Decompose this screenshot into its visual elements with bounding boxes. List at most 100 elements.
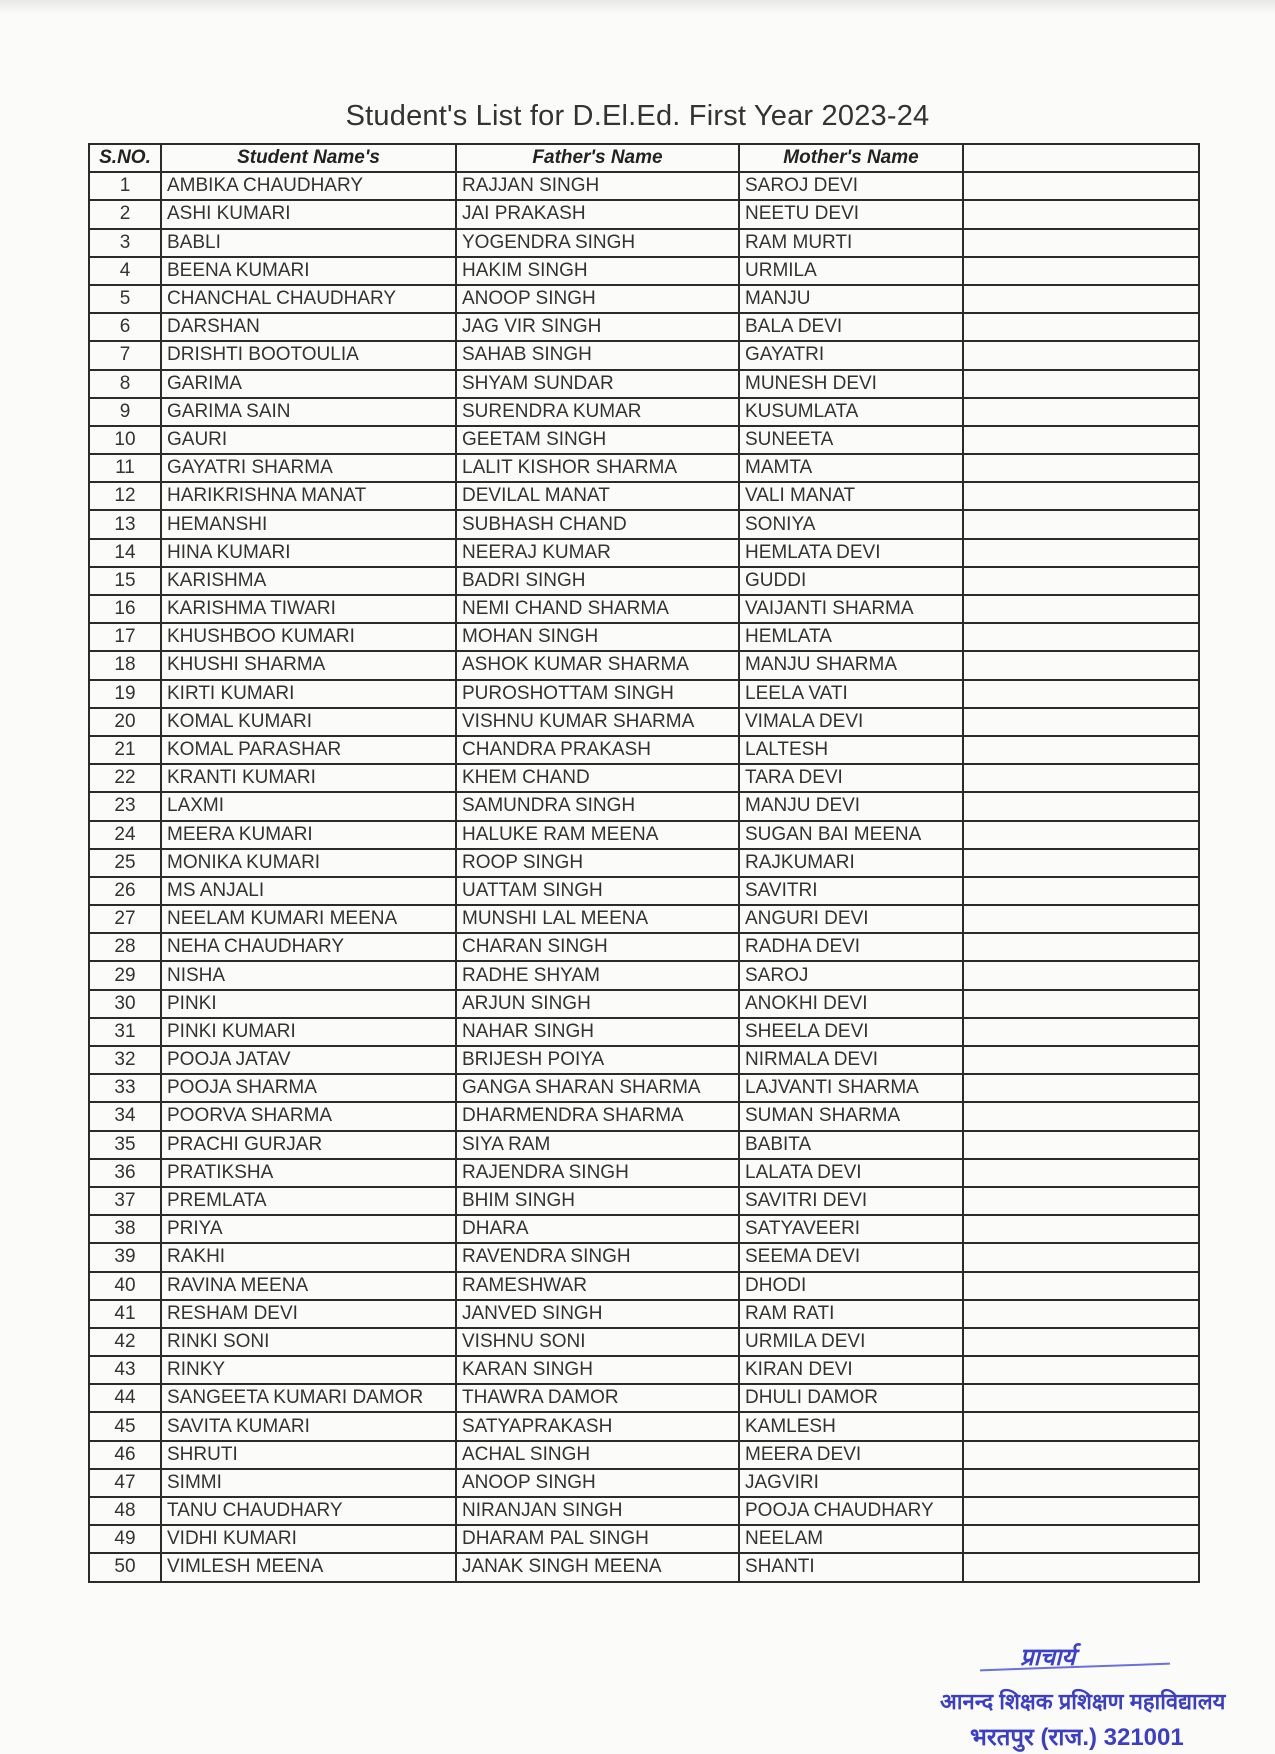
cell-father-name: LALIT KISHOR SHARMA bbox=[455, 453, 740, 484]
cell-father-name: GANGA SHARAN SHARMA bbox=[455, 1073, 740, 1104]
cell-father-name: BADRI SINGH bbox=[455, 565, 740, 597]
cell-sno: 26 bbox=[88, 875, 162, 907]
cell-sno: 16 bbox=[88, 593, 162, 625]
cell-student-name: VIMLESH MEENA bbox=[160, 1552, 457, 1583]
cell-student-name: RINKY bbox=[160, 1355, 457, 1386]
table-row: 17 KHUSHBOO KUMARI MOHAN SINGH HEMLATA bbox=[88, 622, 1200, 653]
cell-student-name: PRIYA bbox=[160, 1214, 457, 1245]
cell-father-name: CHANDRA PRAKASH bbox=[455, 734, 740, 766]
cell-student-name: AMBIKA CHAUDHARY bbox=[160, 171, 457, 202]
cell-sno: 17 bbox=[88, 622, 162, 653]
table-row: 7 DRISHTI BOOTOULIA SAHAB SINGH GAYATRI bbox=[88, 340, 1200, 371]
cell-student-name: RINKI SONI bbox=[160, 1326, 457, 1358]
cell-student-name: SHRUTI bbox=[160, 1439, 457, 1470]
table-row: 27 NEELAM KUMARI MEENA MUNSHI LAL MEENA ANG… bbox=[88, 904, 1200, 935]
cell-student-name: PINKI KUMARI bbox=[160, 1016, 457, 1048]
cell-mother-name: LALATA DEVI bbox=[738, 1157, 964, 1188]
table-header-row: S.NO. Student Name's Father's Name Mothe… bbox=[88, 142, 1200, 174]
cell-blank bbox=[962, 1242, 1200, 1273]
cell-father-name: SHYAM SUNDAR bbox=[455, 368, 740, 399]
cell-blank bbox=[962, 1185, 1200, 1217]
cell-blank bbox=[962, 396, 1200, 427]
cell-blank bbox=[962, 875, 1200, 907]
cell-sno: 48 bbox=[88, 1495, 162, 1527]
table-row: 33 POOJA SHARMA GANGA SHARAN SHARMA LAJVANT… bbox=[88, 1073, 1200, 1104]
cell-blank bbox=[962, 988, 1200, 1019]
cell-blank bbox=[962, 904, 1200, 935]
cell-father-name: JANVED SINGH bbox=[455, 1298, 740, 1329]
cell-father-name: UATTAM SINGH bbox=[455, 875, 740, 907]
cell-blank bbox=[962, 847, 1200, 878]
cell-blank bbox=[962, 1552, 1200, 1583]
cell-father-name: DEVILAL MANAT bbox=[455, 481, 740, 512]
cell-mother-name: SEEMA DEVI bbox=[738, 1242, 964, 1273]
cell-sno: 2 bbox=[88, 199, 162, 230]
cell-mother-name: RAM RATI bbox=[738, 1298, 964, 1329]
cell-father-name: ASHOK KUMAR SHARMA bbox=[455, 650, 740, 681]
cell-mother-name: SHANTI bbox=[738, 1552, 964, 1583]
cell-blank bbox=[962, 537, 1200, 568]
table-row: 15 KARISHMA BADRI SINGH GUDDI bbox=[88, 565, 1200, 597]
cell-student-name: KOMAL PARASHAR bbox=[160, 734, 457, 766]
cell-father-name: ANOOP SINGH bbox=[455, 283, 740, 315]
cell-blank bbox=[962, 1467, 1200, 1499]
cell-student-name: SAVITA KUMARI bbox=[160, 1411, 457, 1442]
table-row: 10 GAURI GEETAM SINGH SUNEETA bbox=[88, 424, 1200, 456]
cell-father-name: JAI PRAKASH bbox=[455, 199, 740, 230]
cell-mother-name: RAJKUMARI bbox=[738, 847, 964, 878]
cell-student-name: KIRTI KUMARI bbox=[160, 678, 457, 709]
header-blank bbox=[962, 142, 1200, 174]
cell-blank bbox=[962, 706, 1200, 737]
cell-sno: 4 bbox=[88, 255, 162, 286]
cell-mother-name: SHEELA DEVI bbox=[738, 1016, 964, 1048]
cell-sno: 30 bbox=[88, 988, 162, 1019]
cell-blank bbox=[962, 340, 1200, 371]
table-row: 26 MS ANJALI UATTAM SINGH SAVITRI bbox=[88, 875, 1200, 907]
cell-father-name: PUROSHOTTAM SINGH bbox=[455, 678, 740, 709]
table-row: 32 POOJA JATAV BRIJESH POIYA NIRMALA DEVI bbox=[88, 1044, 1200, 1076]
table-row: 4 BEENA KUMARI HAKIM SINGH URMILA bbox=[88, 255, 1200, 286]
cell-mother-name: ANOKHI DEVI bbox=[738, 988, 964, 1019]
cell-mother-name: MUNESH DEVI bbox=[738, 368, 964, 399]
scan-edge bbox=[0, 0, 1275, 14]
cell-father-name: DHARAM PAL SINGH bbox=[455, 1524, 740, 1555]
cell-blank bbox=[962, 1326, 1200, 1358]
table-row: 2 ASHI KUMARI JAI PRAKASH NEETU DEVI bbox=[88, 199, 1200, 230]
table-body: 1 AMBIKA CHAUDHARY RAJJAN SINGH SAROJ DEVI 2… bbox=[88, 171, 1200, 1583]
cell-blank bbox=[962, 1073, 1200, 1104]
cell-mother-name: SUNEETA bbox=[738, 424, 964, 456]
cell-father-name: YOGENDRA SINGH bbox=[455, 227, 740, 258]
cell-mother-name: SATYAVEERI bbox=[738, 1214, 964, 1245]
cell-blank bbox=[962, 1270, 1200, 1301]
cell-sno: 28 bbox=[88, 932, 162, 963]
cell-blank bbox=[962, 565, 1200, 597]
cell-father-name: RADHE SHYAM bbox=[455, 960, 740, 991]
cell-mother-name: RAM MURTI bbox=[738, 227, 964, 258]
cell-mother-name: URMILA bbox=[738, 255, 964, 286]
cell-sno: 42 bbox=[88, 1326, 162, 1358]
cell-student-name: DARSHAN bbox=[160, 312, 457, 343]
cell-sno: 33 bbox=[88, 1073, 162, 1104]
table-row: 3 BABLI YOGENDRA SINGH RAM MURTI bbox=[88, 227, 1200, 258]
cell-mother-name: RADHA DEVI bbox=[738, 932, 964, 963]
cell-father-name: RAVENDRA SINGH bbox=[455, 1242, 740, 1273]
cell-mother-name: SAROJ bbox=[738, 960, 964, 991]
cell-blank bbox=[962, 1157, 1200, 1188]
cell-student-name: POOJA JATAV bbox=[160, 1044, 457, 1076]
cell-student-name: HARIKRISHNA MANAT bbox=[160, 481, 457, 512]
cell-father-name: HALUKE RAM MEENA bbox=[455, 819, 740, 850]
cell-mother-name: ANGURI DEVI bbox=[738, 904, 964, 935]
cell-student-name: POORVA SHARMA bbox=[160, 1101, 457, 1132]
table-row: 25 MONIKA KUMARI ROOP SINGH RAJKUMARI bbox=[88, 847, 1200, 878]
cell-student-name: PINKI bbox=[160, 988, 457, 1019]
cell-blank bbox=[962, 171, 1200, 202]
cell-sno: 27 bbox=[88, 904, 162, 935]
cell-sno: 1 bbox=[88, 171, 162, 202]
cell-student-name: KRANTI KUMARI bbox=[160, 763, 457, 794]
cell-blank bbox=[962, 593, 1200, 625]
cell-blank bbox=[962, 283, 1200, 315]
cell-sno: 22 bbox=[88, 763, 162, 794]
table-row: 23 LAXMI SAMUNDRA SINGH MANJU DEVI bbox=[88, 791, 1200, 822]
cell-mother-name: BALA DEVI bbox=[738, 312, 964, 343]
cell-sno: 19 bbox=[88, 678, 162, 709]
